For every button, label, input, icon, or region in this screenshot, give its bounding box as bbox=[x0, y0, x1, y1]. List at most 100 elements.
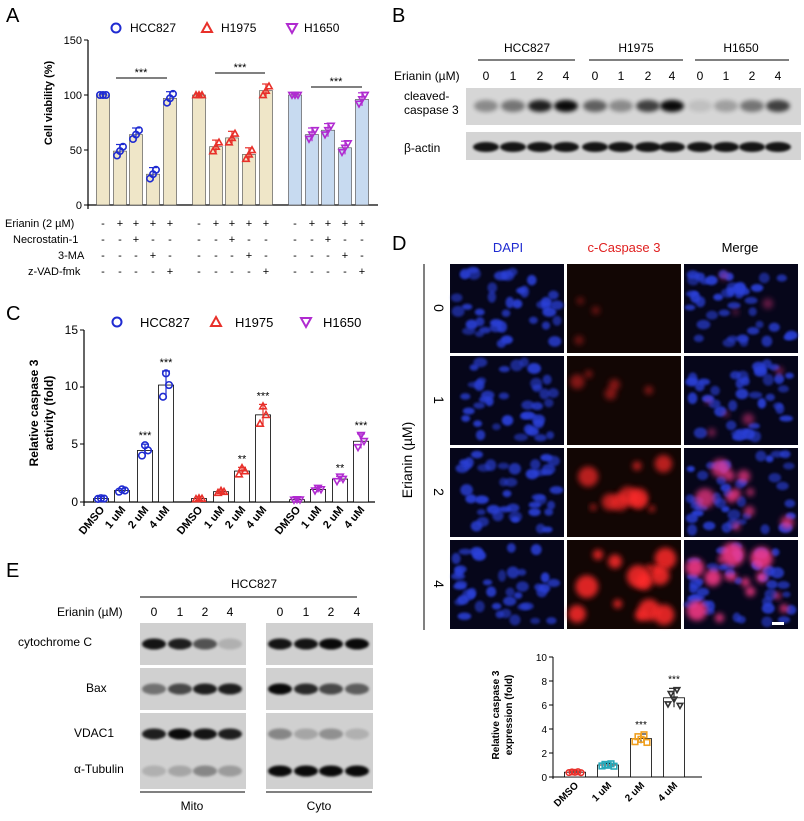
blot-band bbox=[528, 100, 552, 112]
panel-c-letter: C bbox=[6, 303, 20, 325]
bar bbox=[332, 478, 348, 503]
dose-label: 1 bbox=[303, 605, 310, 619]
blot-band bbox=[168, 765, 192, 777]
legend-marker-hcc827 bbox=[111, 316, 123, 328]
treatment-sign: - bbox=[134, 266, 138, 278]
data-point bbox=[313, 484, 323, 494]
ytick-label: 10 bbox=[536, 653, 548, 664]
blot-strip bbox=[266, 713, 373, 755]
blot-band bbox=[142, 765, 166, 777]
blot-band bbox=[766, 100, 790, 112]
blot-band bbox=[193, 728, 217, 740]
data-point bbox=[354, 100, 364, 109]
blot-band bbox=[474, 100, 498, 112]
blot-band bbox=[319, 728, 343, 740]
dose-label: 0 bbox=[151, 605, 158, 619]
data-point bbox=[343, 140, 353, 149]
row-label-tubulin: α-Tubulin bbox=[74, 762, 124, 776]
treatment-sign: + bbox=[150, 218, 156, 230]
data-point bbox=[211, 141, 221, 151]
micrograph bbox=[683, 540, 798, 629]
blot-band bbox=[319, 638, 343, 650]
micrograph bbox=[567, 356, 681, 445]
legend-marker-h1650 bbox=[299, 317, 313, 330]
blot-band bbox=[218, 638, 242, 650]
blot-band bbox=[500, 142, 526, 152]
sig-stars: *** bbox=[135, 67, 149, 79]
xtick-label: 1 uM bbox=[202, 504, 227, 531]
cell-line-label: HCC827 bbox=[504, 41, 550, 55]
treatment-sign: - bbox=[293, 218, 297, 230]
treatment-sign: - bbox=[293, 250, 297, 262]
treatment-sign: - bbox=[343, 266, 347, 278]
legend-marker-h1650 bbox=[285, 23, 299, 36]
xtick-label: 4 uM bbox=[656, 780, 680, 804]
blot-band bbox=[739, 142, 765, 152]
xtick-label: 1 uM bbox=[103, 504, 128, 531]
bar bbox=[255, 414, 271, 503]
legend-label: H1650 bbox=[323, 315, 361, 330]
treatment-sign: - bbox=[151, 234, 155, 246]
treatment-sign: - bbox=[134, 250, 138, 262]
dose-label: 4 bbox=[775, 69, 782, 83]
blot-band bbox=[168, 683, 192, 695]
data-point bbox=[258, 90, 268, 99]
data-point bbox=[258, 401, 268, 410]
treatment-sign: - bbox=[118, 266, 122, 278]
treatment-sign: - bbox=[247, 234, 251, 246]
treatment-sign: - bbox=[197, 250, 201, 262]
data-point bbox=[337, 148, 347, 158]
panel-c: C Relative caspase 3 activity (fold) 15 … bbox=[6, 303, 375, 537]
treatment-sign: - bbox=[230, 266, 234, 278]
treatment-sign: - bbox=[230, 250, 234, 262]
dose-label: 0 bbox=[592, 69, 599, 83]
data-point bbox=[224, 137, 234, 146]
treatment-sign: + bbox=[213, 218, 219, 230]
data-point bbox=[247, 145, 257, 154]
blot-band bbox=[660, 100, 684, 112]
scale-bar bbox=[772, 622, 784, 625]
dose-label: 1 bbox=[510, 69, 517, 83]
treatment-sign: - bbox=[214, 234, 218, 246]
data-point bbox=[338, 475, 348, 485]
row-label-zvad: z-VAD-fmk bbox=[28, 266, 81, 278]
legend-label: H1650 bbox=[304, 21, 340, 35]
blot-strip bbox=[266, 623, 373, 665]
data-point bbox=[117, 485, 127, 494]
treatment-sign: + bbox=[150, 250, 156, 262]
legend-marker-hcc827 bbox=[110, 22, 122, 34]
data-point bbox=[214, 137, 224, 146]
xtick-label: DMSO bbox=[175, 504, 206, 537]
data-point bbox=[304, 135, 314, 144]
dose-label: 2 bbox=[328, 605, 335, 619]
bar bbox=[225, 137, 239, 206]
dose-labels: 0 1 2 4 0 1 2 4 0 1 2 4 bbox=[483, 69, 782, 83]
row-label-vdac1: VDAC1 bbox=[74, 726, 114, 740]
treatment-sign: - bbox=[118, 234, 122, 246]
dose-label: 2 bbox=[537, 69, 544, 83]
row-label-cleaved: cleaved- bbox=[404, 89, 449, 103]
data-point bbox=[161, 369, 171, 378]
sig-stars: *** bbox=[635, 720, 647, 731]
blot-strip bbox=[140, 753, 246, 789]
data-point bbox=[194, 493, 204, 502]
dose-label: 4 bbox=[669, 69, 676, 83]
data-point bbox=[227, 133, 237, 142]
dose-label: 2 bbox=[749, 69, 756, 83]
blot-band bbox=[583, 100, 607, 112]
row-label: 2 bbox=[431, 488, 447, 496]
ytick-label: 50 bbox=[70, 145, 82, 157]
blot-band bbox=[345, 638, 369, 650]
row-label-caspase3: caspase 3 bbox=[404, 103, 459, 117]
data-point bbox=[292, 496, 302, 505]
blot-band bbox=[268, 683, 292, 695]
blot-band bbox=[294, 728, 318, 740]
treatment-sign: + bbox=[263, 266, 269, 278]
micrograph bbox=[684, 264, 798, 353]
data-point bbox=[169, 89, 178, 98]
data-point bbox=[119, 142, 128, 151]
column-label-dapi: DAPI bbox=[493, 240, 523, 255]
dose-label: 0 bbox=[483, 69, 490, 83]
blot-band bbox=[345, 683, 369, 695]
